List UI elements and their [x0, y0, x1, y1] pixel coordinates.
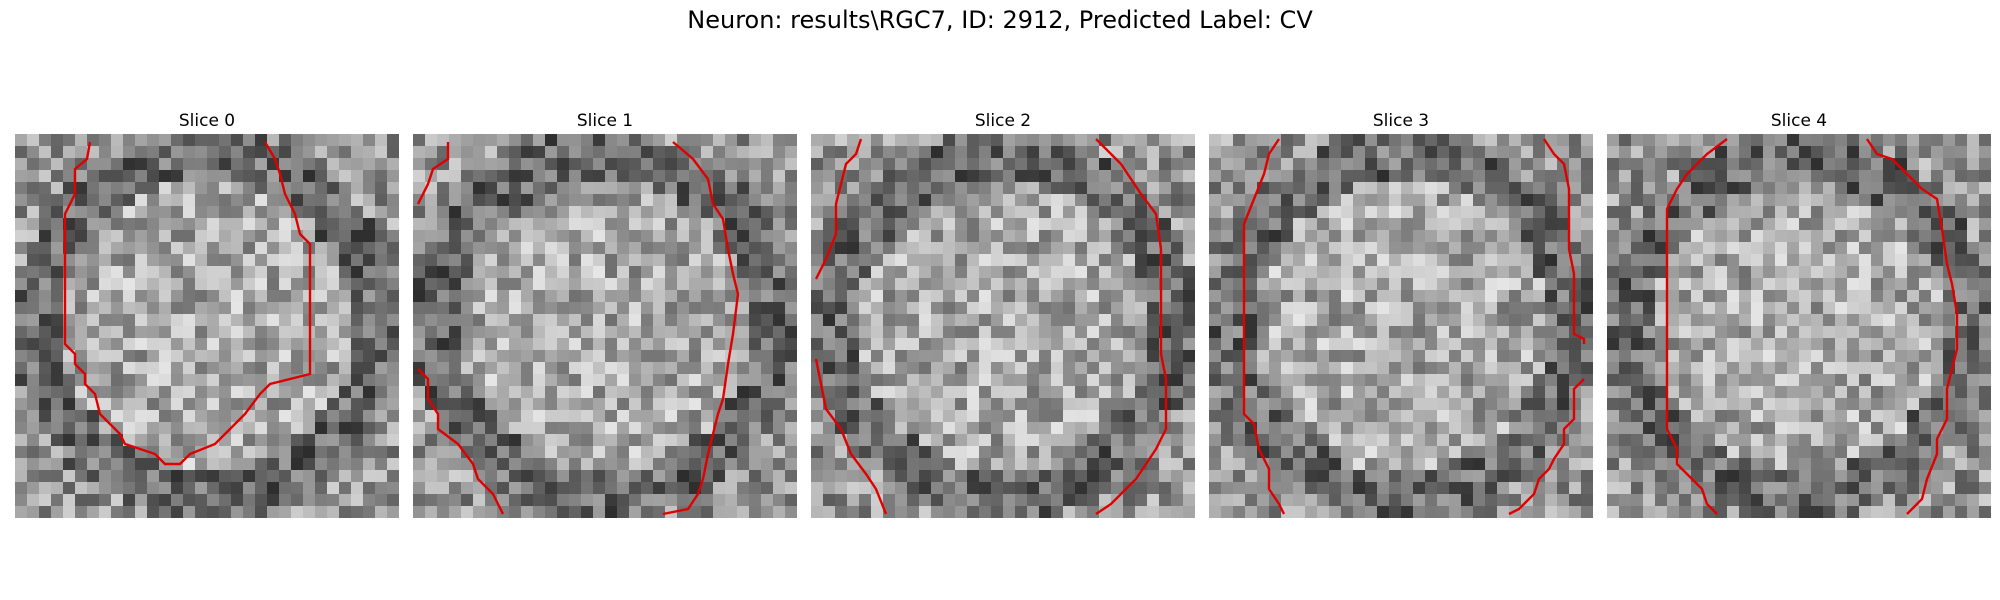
- cell-contour: [63, 141, 312, 466]
- slice-title: Slice 1: [576, 111, 634, 131]
- figure-title: Neuron: results\RGC7, ID: 2912, Predicte…: [687, 6, 1313, 34]
- slice-title: Slice 3: [1372, 111, 1430, 131]
- slice-image: [413, 134, 797, 518]
- cell-contour: [1242, 138, 1286, 515]
- slice-panel-3: Slice 3: [1209, 108, 1593, 518]
- slice-image: [811, 134, 1195, 518]
- slice-image: [1209, 134, 1593, 518]
- cell-contour: [417, 368, 505, 515]
- cell-contour: [1095, 138, 1168, 515]
- cell-contour: [1665, 138, 1728, 515]
- cell-contour: [1543, 138, 1586, 344]
- cell-contour: [1866, 138, 1959, 515]
- slice-title: Slice 4: [1770, 111, 1828, 131]
- slice-panel-2: Slice 2: [811, 108, 1195, 518]
- slice-title: Slice 2: [974, 111, 1032, 131]
- cell-contour: [662, 141, 740, 516]
- cell-contour: [814, 358, 888, 515]
- cell-contour: [814, 138, 863, 280]
- slice-title: Slice 0: [178, 111, 236, 131]
- slice-image: [15, 134, 399, 518]
- cell-contour: [416, 142, 450, 205]
- slice-image: [1607, 134, 1991, 518]
- cell-contour: [1508, 378, 1585, 516]
- slice-panel-0: Slice 0: [15, 108, 399, 518]
- slice-panel-4: Slice 4: [1607, 108, 1991, 518]
- slice-panel-1: Slice 1: [413, 108, 797, 518]
